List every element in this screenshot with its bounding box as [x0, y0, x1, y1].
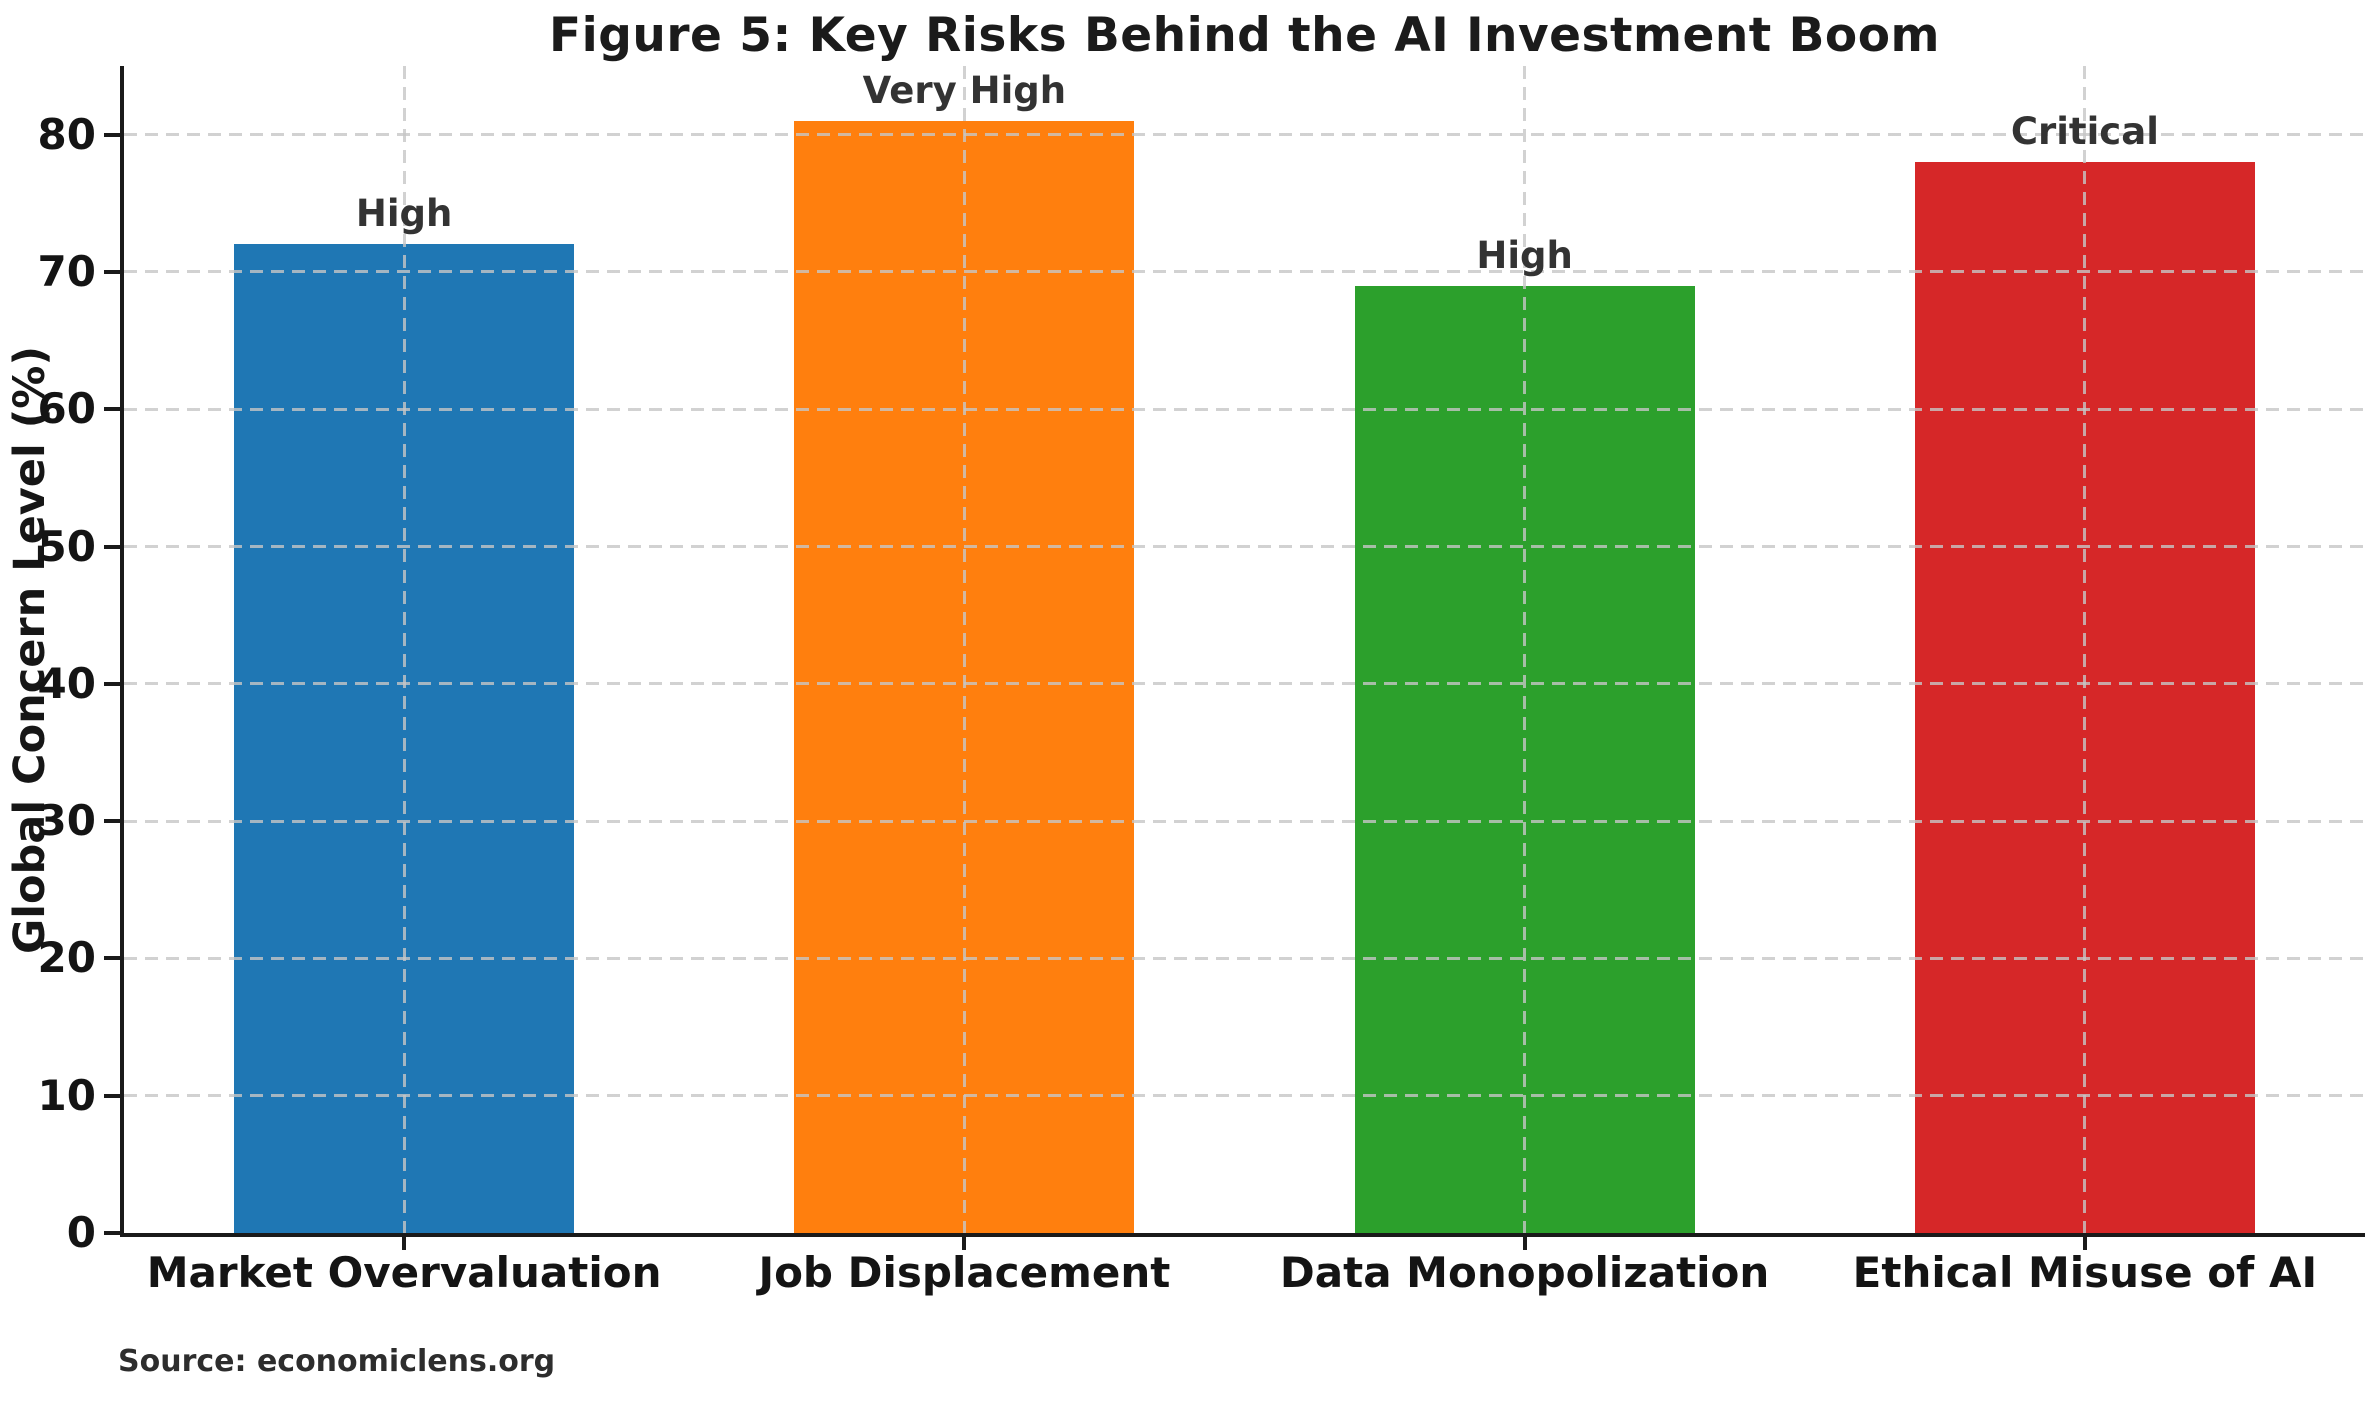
plot-area: High Very High High Critical — [120, 66, 2365, 1237]
y-tick-mark — [104, 819, 120, 824]
source-note: Source: economiclens.org — [118, 1344, 556, 1379]
gridline-horizontal — [124, 956, 2365, 960]
x-tick-label: Data Monopolization — [1279, 1248, 1770, 1297]
bar-value-label: High — [355, 192, 453, 236]
gridline-vertical — [1523, 66, 1527, 1233]
y-tick-mark — [104, 132, 120, 137]
gridline-horizontal — [124, 407, 2365, 411]
gridline-vertical — [2083, 66, 2087, 1233]
bar-value-label: Critical — [2010, 110, 2159, 154]
bar-value-label: Very High — [862, 68, 1067, 112]
y-tick-label: 0 — [66, 1208, 96, 1257]
gridline-horizontal — [124, 270, 2365, 274]
x-tick-label: Job Displacement — [758, 1248, 1171, 1297]
x-tick-mark — [2082, 1237, 2087, 1250]
y-tick-mark — [104, 544, 120, 549]
x-tick-mark — [402, 1237, 407, 1250]
y-tick-mark — [104, 1093, 120, 1098]
chart-title: Figure 5: Key Risks Behind the AI Invest… — [549, 8, 1940, 63]
y-tick-mark — [104, 956, 120, 961]
y-tick-label: 40 — [37, 658, 96, 708]
gridline-horizontal — [124, 682, 2365, 686]
y-tick-label: 10 — [37, 1070, 96, 1120]
gridline-horizontal — [124, 1094, 2365, 1098]
y-tick-mark — [104, 269, 120, 274]
x-tick-label: Market Overvaluation — [146, 1248, 662, 1297]
x-tick-mark — [1522, 1237, 1527, 1250]
y-tick-mark — [104, 681, 120, 686]
bar-value-label: High — [1476, 233, 1573, 277]
x-tick-mark — [962, 1237, 967, 1250]
gridline-horizontal — [124, 133, 2365, 137]
gridline-horizontal — [124, 545, 2365, 549]
gridline-vertical — [402, 66, 406, 1233]
y-tick-label: 70 — [37, 246, 96, 296]
y-tick-mark — [104, 1231, 120, 1235]
y-tick-label: 50 — [37, 521, 96, 571]
y-tick-mark — [104, 407, 120, 412]
y-tick-label: 60 — [37, 384, 96, 434]
y-tick-label: 30 — [37, 796, 96, 846]
gridline-horizontal — [124, 819, 2365, 823]
gridline-vertical — [962, 66, 966, 1233]
y-tick-label: 20 — [37, 933, 96, 983]
x-tick-label: Ethical Misuse of AI — [1852, 1248, 2318, 1297]
y-tick-label: 80 — [37, 109, 96, 159]
